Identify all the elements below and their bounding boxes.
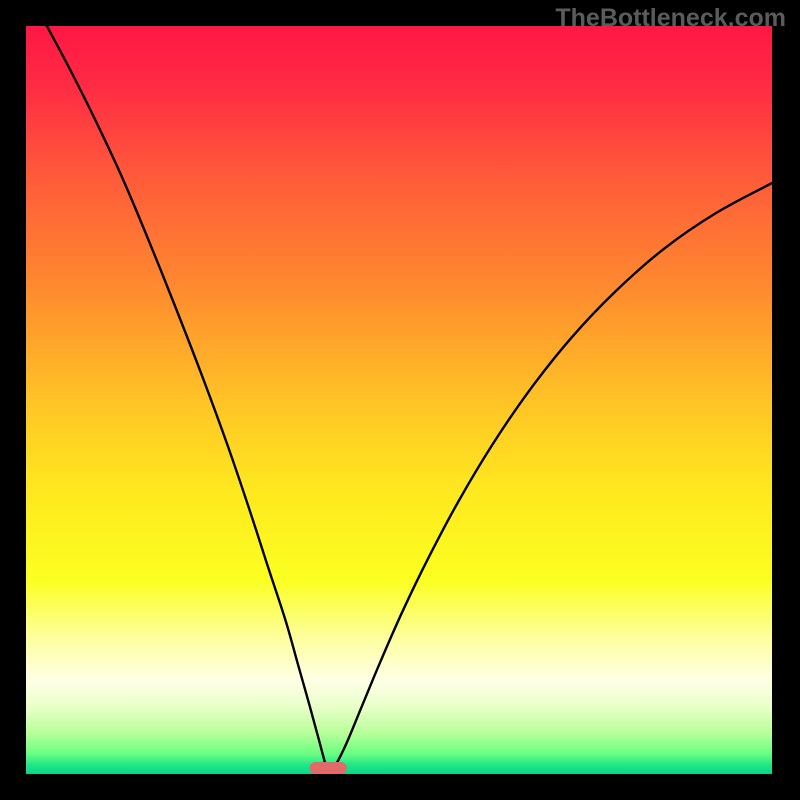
chart-stage: TheBottleneck.com (0, 0, 800, 800)
plot-background (26, 26, 772, 774)
dip-marker (309, 762, 346, 774)
watermark-text: TheBottleneck.com (555, 4, 786, 33)
chart-svg (0, 0, 800, 800)
